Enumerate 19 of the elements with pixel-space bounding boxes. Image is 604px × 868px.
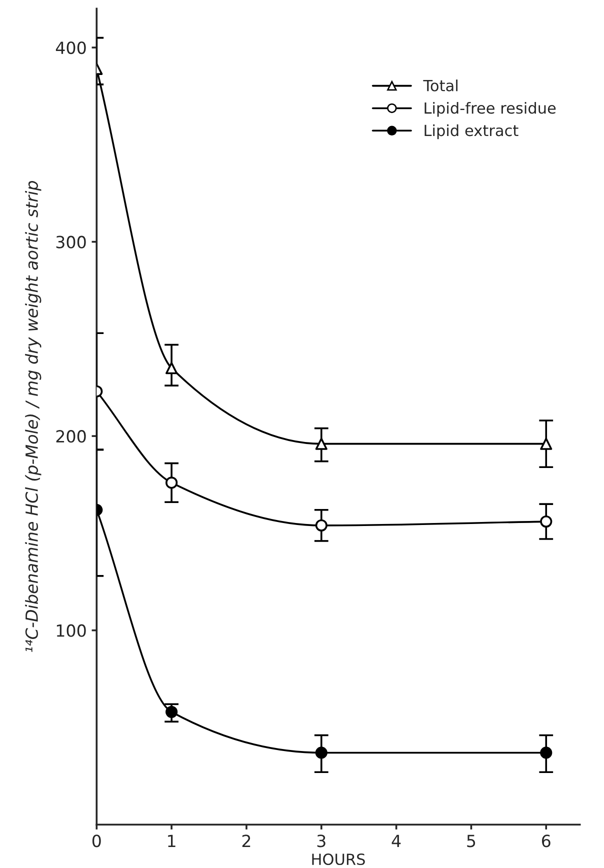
x-tick-label: 1 [168,834,176,847]
x-tick-label: 2 [242,834,250,847]
point [315,438,328,450]
legend-label: Lipid-free residue [424,102,556,117]
x-tick-label: 3 [317,834,326,848]
y-tick-label: 300 [56,236,86,248]
point [540,438,552,450]
x-tick-label: 5 [467,834,476,848]
y-tick-label: 400 [56,41,86,54]
y-axis-title: ¹⁴C-Dibenamine HCl (p-Mole) / mg dry weight aortic strip [25,181,42,652]
point [166,362,178,374]
x-tick-label: 4 [392,834,401,847]
x-axis-title: HOURS [312,854,365,866]
x-tick-label: 6 [542,834,550,848]
legend-label: Lipid extract [424,124,518,140]
y-tick-label: 200 [56,430,86,443]
y-tick-label: 100 [56,624,86,637]
x-tick-label: 0 [92,834,101,848]
legend-label: Total [423,80,458,92]
